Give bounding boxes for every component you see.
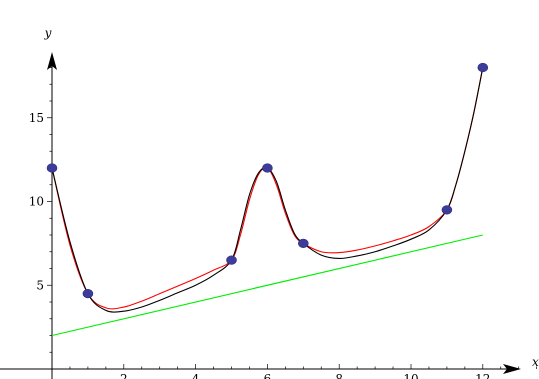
x-axis-arrow [503,364,521,374]
x-tick-label: 6 [264,372,272,379]
data-point [82,289,94,299]
x-tick-label: 10 [403,372,418,379]
x-tick-label: 8 [335,372,343,379]
data-point [46,163,58,173]
curves [51,67,484,337]
x-tick-label: 2 [120,372,128,379]
y-axis-label: y [44,26,52,40]
data-point [441,205,453,215]
x-tick-label: 4 [192,372,200,379]
x-axis-label: x [532,355,539,369]
data-point [477,62,489,73]
axes [0,52,538,379]
y-tick-label: 5 [36,278,44,292]
y-tick-label: 15 [29,111,44,125]
data-point [226,255,237,265]
x-tick-label: 12 [475,372,490,379]
y-axis-arrow [47,52,57,70]
labels: 246810121451015xy [29,26,539,379]
green-line [51,234,483,337]
data-point [262,163,273,173]
black-curve [51,67,484,313]
y-tick-label: 10 [29,195,44,209]
data-point [297,238,309,248]
red-curve [51,67,484,310]
data-points [46,62,489,299]
